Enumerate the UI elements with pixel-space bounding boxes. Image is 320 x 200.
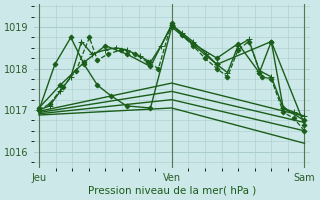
X-axis label: Pression niveau de la mer( hPa ): Pression niveau de la mer( hPa ) <box>88 186 256 196</box>
